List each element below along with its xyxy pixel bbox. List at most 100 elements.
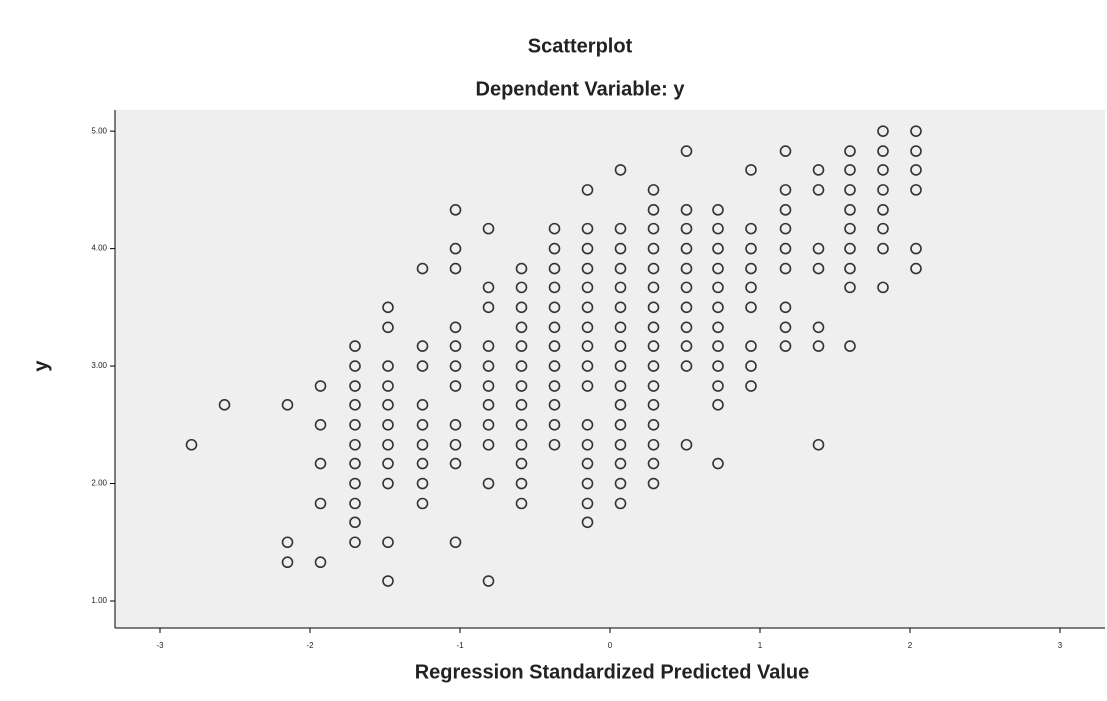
point — [745, 164, 757, 176]
point — [614, 262, 627, 275]
point — [844, 184, 856, 196]
point — [449, 380, 462, 392]
point — [779, 321, 792, 334]
point — [314, 497, 327, 510]
point — [680, 321, 693, 334]
point — [877, 204, 889, 216]
point — [614, 301, 627, 314]
point — [712, 380, 724, 392]
point — [581, 262, 594, 275]
point — [349, 516, 361, 529]
point — [548, 438, 561, 451]
point — [416, 477, 429, 490]
point — [548, 380, 561, 392]
point — [581, 321, 594, 334]
point — [449, 457, 462, 470]
point — [314, 457, 327, 470]
point — [647, 262, 660, 275]
point — [382, 399, 394, 411]
point — [581, 418, 594, 431]
point — [449, 321, 462, 334]
point — [515, 281, 528, 294]
point — [910, 262, 922, 275]
point — [812, 242, 825, 255]
point — [712, 399, 724, 411]
point — [349, 536, 361, 549]
point — [515, 418, 528, 431]
point — [745, 242, 757, 255]
x-tick-label: 3 — [1058, 641, 1063, 650]
point — [812, 321, 825, 334]
point — [581, 281, 594, 294]
point — [779, 262, 792, 275]
point — [844, 262, 856, 275]
point — [349, 340, 361, 352]
point — [647, 340, 660, 352]
point — [382, 438, 394, 451]
point — [614, 399, 627, 411]
point — [680, 204, 693, 216]
chart-title: Scatterplot — [528, 35, 633, 57]
point — [680, 340, 693, 352]
point — [382, 457, 394, 470]
y-tick-label: 1.00 — [91, 596, 107, 605]
y-tick-label: 3.00 — [91, 361, 107, 370]
point — [647, 418, 660, 431]
point — [482, 222, 495, 235]
point — [281, 536, 294, 549]
point — [712, 204, 724, 216]
point — [482, 477, 495, 490]
point — [910, 145, 922, 157]
x-tick-label: -3 — [156, 641, 164, 650]
x-tick-label: -1 — [456, 641, 464, 650]
point — [712, 321, 724, 334]
y-axis-label: y — [30, 360, 52, 372]
point — [614, 457, 627, 470]
point — [416, 418, 429, 431]
point — [712, 281, 724, 294]
point — [482, 438, 495, 451]
point — [812, 184, 825, 196]
point — [844, 164, 856, 176]
point — [614, 164, 627, 176]
point — [910, 125, 922, 137]
point — [779, 222, 792, 235]
point — [449, 360, 462, 372]
point — [515, 262, 528, 275]
x-tick-label: 0 — [608, 641, 613, 650]
point — [745, 360, 757, 372]
point — [647, 380, 660, 392]
y-tick-label: 2.00 — [91, 479, 107, 488]
point — [844, 281, 856, 294]
point — [349, 497, 361, 510]
point — [515, 497, 528, 510]
point — [614, 242, 627, 255]
point — [779, 340, 792, 352]
point — [548, 222, 561, 235]
point — [548, 262, 561, 275]
x-axis-label: Regression Standardized Predicted Value — [415, 661, 810, 683]
point — [614, 497, 627, 510]
point — [712, 457, 724, 470]
point — [680, 301, 693, 314]
point — [548, 301, 561, 314]
point — [349, 380, 361, 392]
point — [745, 281, 757, 294]
point — [614, 438, 627, 451]
x-tick-label: 1 — [758, 641, 763, 650]
point — [281, 556, 294, 569]
point — [877, 222, 889, 235]
point — [382, 380, 394, 392]
plot-area — [115, 110, 1105, 628]
point — [581, 184, 594, 196]
point — [647, 222, 660, 235]
point — [712, 242, 724, 255]
point — [844, 340, 856, 352]
point — [382, 575, 394, 587]
point — [515, 301, 528, 314]
point — [382, 536, 394, 549]
point — [382, 418, 394, 431]
point — [680, 281, 693, 294]
point — [844, 242, 856, 255]
point — [647, 242, 660, 255]
